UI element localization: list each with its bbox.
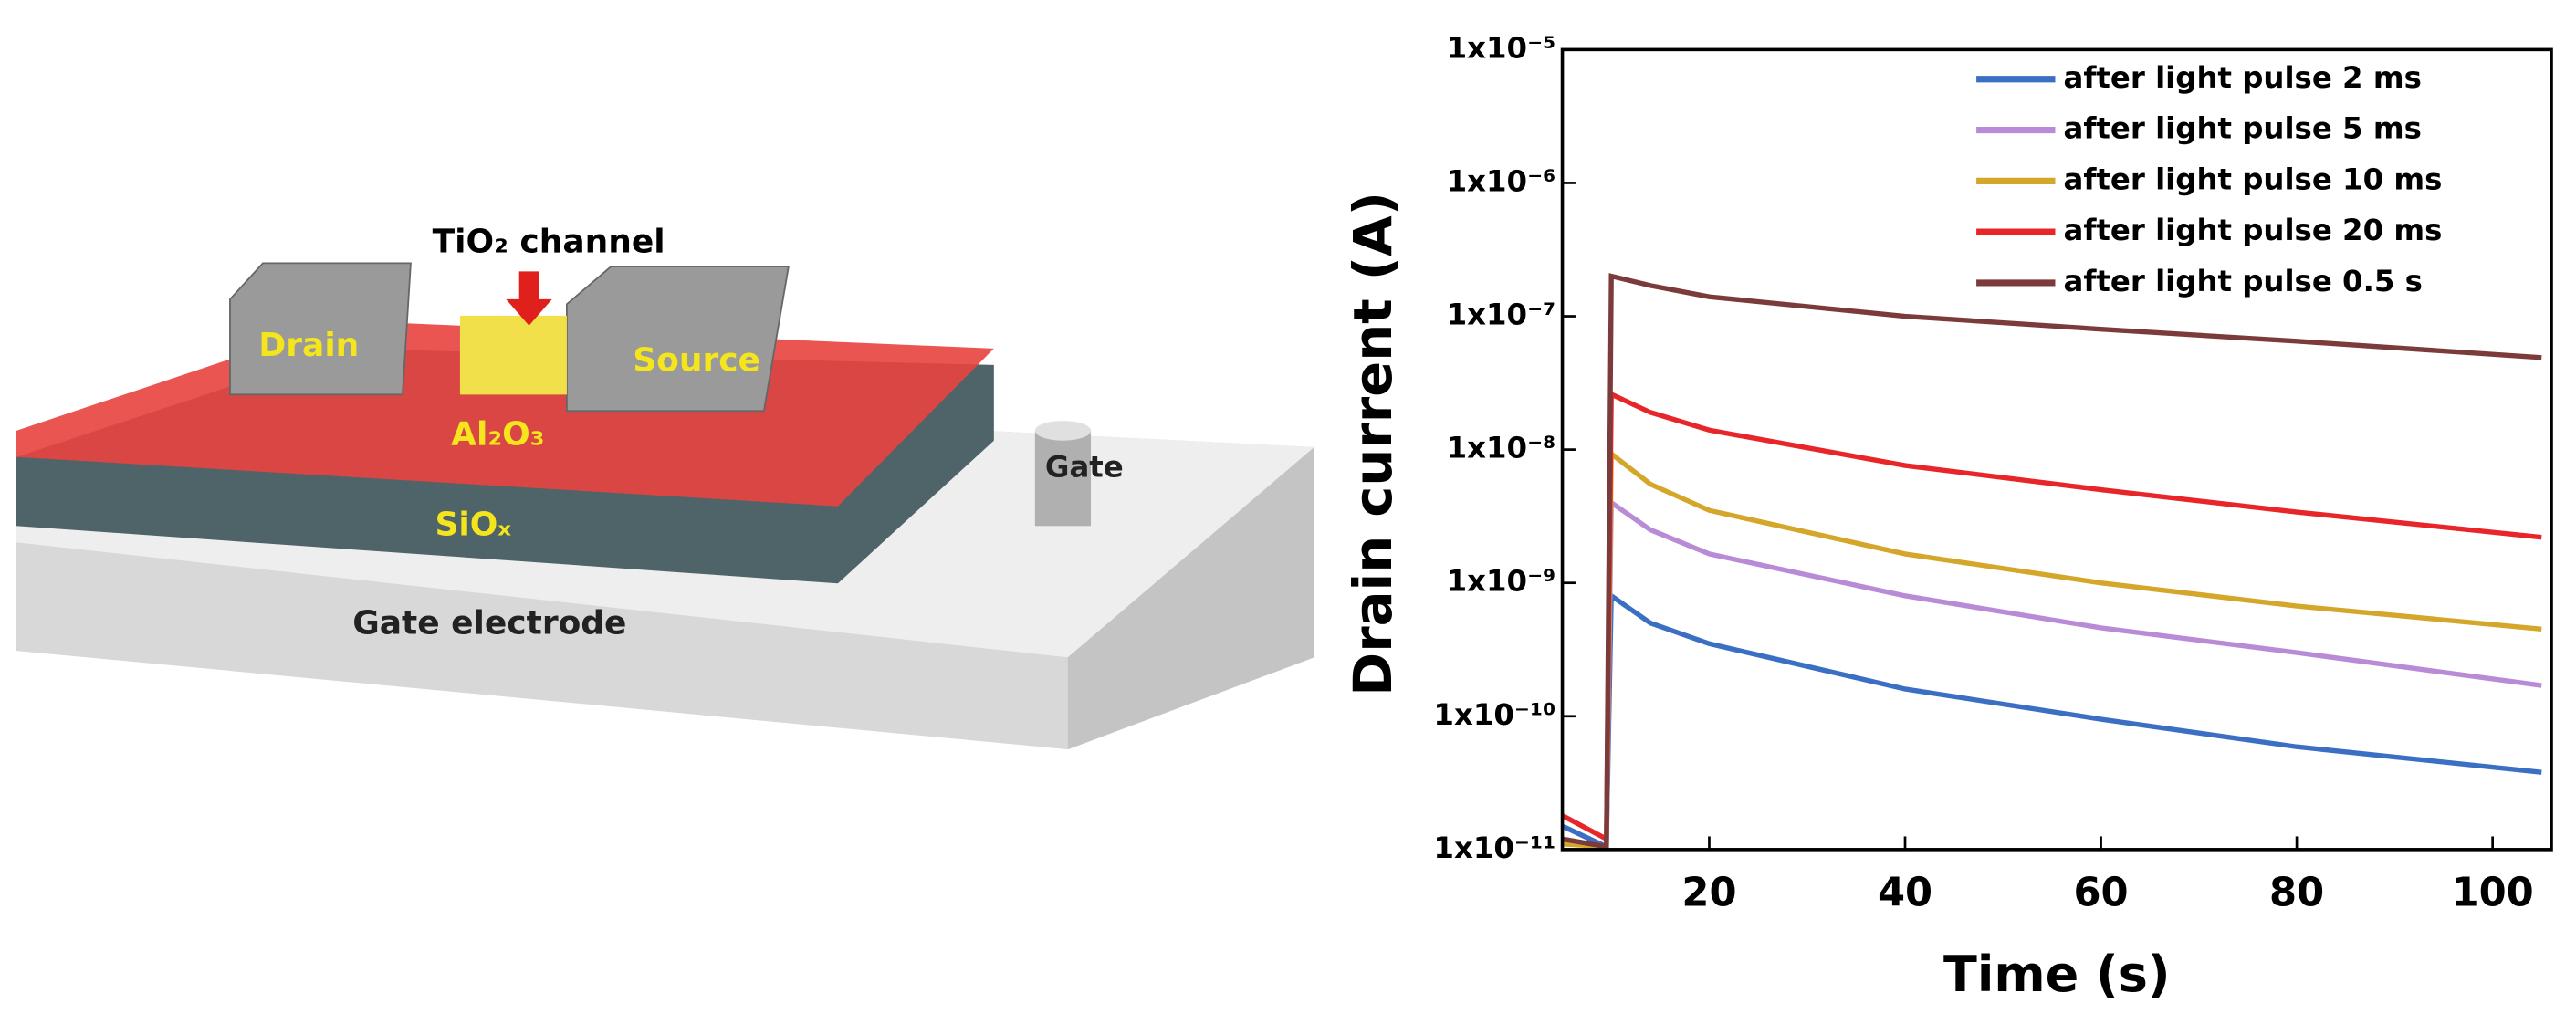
drain-label: Drain bbox=[258, 327, 359, 364]
device-diagram: TiO₂ channel Drain Source Al₂O₃ SiOₓ Gat… bbox=[16, 224, 1314, 750]
legend-label: after light pulse 0.5 s bbox=[2063, 264, 2422, 298]
gate-label: Gate bbox=[1045, 449, 1124, 484]
drain-block bbox=[229, 262, 412, 396]
x-tick-label: 40 bbox=[1878, 871, 1932, 916]
chart: 1x10⁻¹¹ 1x10⁻¹⁰ 1x10⁻⁹ 1x10⁻⁸ 1x10⁻⁷ 1x10⁻⁶ 1x… bbox=[1343, 30, 2553, 1003]
y-axis-title: Drain current (A) bbox=[1343, 192, 1404, 696]
y-tick-label: 1x10⁻¹¹ bbox=[1433, 831, 1555, 865]
source-block bbox=[566, 266, 790, 413]
plot-frame bbox=[1560, 47, 2553, 852]
x-tick-label: 20 bbox=[1681, 871, 1736, 916]
gate-electrode-label: Gate electrode bbox=[352, 604, 626, 642]
sio-label: SiOₓ bbox=[435, 506, 511, 543]
y-tick-label: 1x10⁻⁸ bbox=[1447, 431, 1556, 465]
legend-label: after light pulse 5 ms bbox=[2063, 111, 2421, 146]
channel bbox=[459, 315, 567, 395]
y-tick-label: 1x10⁻⁶ bbox=[1447, 163, 1556, 198]
y-tick-label: 1x10⁻¹⁰ bbox=[1433, 697, 1555, 732]
y-tick-label: 1x10⁻⁹ bbox=[1447, 564, 1556, 599]
legend-label: after light pulse 20 ms bbox=[2063, 213, 2442, 247]
y-tick-label: 1x10⁻⁷ bbox=[1447, 298, 1556, 332]
arrow bbox=[506, 271, 552, 326]
series-line bbox=[1562, 497, 2542, 850]
gate-pad bbox=[1034, 430, 1092, 527]
x-tick-label: 60 bbox=[2073, 871, 2128, 916]
series-line bbox=[1562, 448, 2542, 850]
slab-side bbox=[1067, 446, 1314, 750]
legend-label: after light pulse 10 ms bbox=[2063, 162, 2442, 196]
series-line bbox=[1562, 273, 2542, 850]
x-tick-label: 100 bbox=[2452, 871, 2534, 916]
series-line bbox=[1561, 590, 2542, 851]
source-label: Source bbox=[633, 341, 760, 379]
legend-label: after light pulse 2 ms bbox=[2063, 60, 2421, 95]
channel-label: TiO₂ channel bbox=[433, 224, 665, 261]
gate-pad-top bbox=[1034, 421, 1092, 441]
oxide-label: Al₂O₃ bbox=[451, 415, 544, 453]
y-tick-label: 1x10⁻⁵ bbox=[1447, 30, 1556, 65]
x-tick-label: 80 bbox=[2269, 871, 2324, 916]
x-axis-title: Time (s) bbox=[1943, 946, 2170, 1003]
